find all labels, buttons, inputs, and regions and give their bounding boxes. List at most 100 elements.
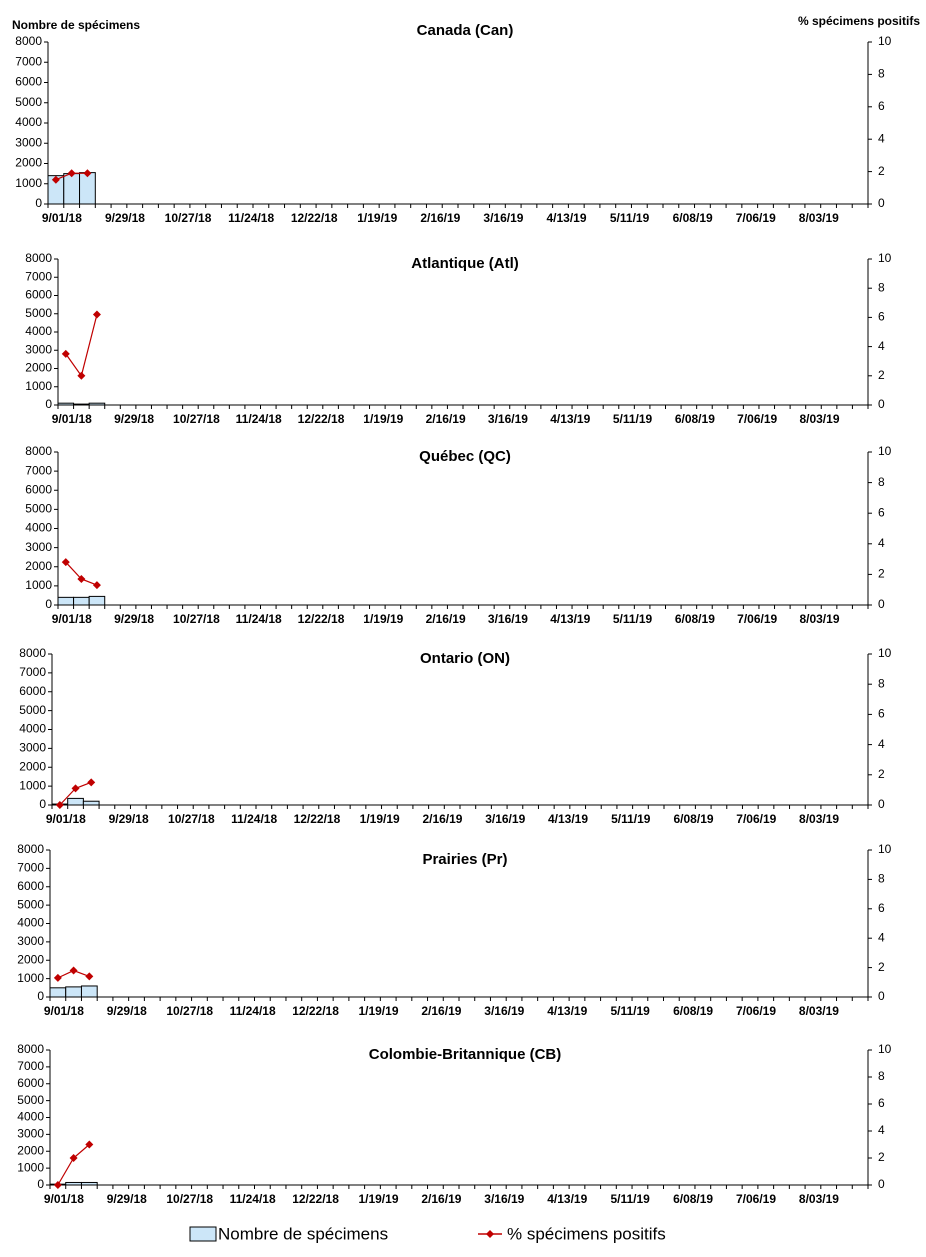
- x-tick-label: 7/06/19: [736, 1004, 776, 1018]
- chart-title: Prairies (Pr): [422, 851, 507, 868]
- marker: [53, 973, 62, 982]
- x-tick-label: 2/16/19: [422, 812, 462, 826]
- y-tick-label: 0: [35, 196, 42, 210]
- y2-tick-label: 10: [878, 34, 892, 48]
- y2-tick-label: 2: [878, 567, 885, 581]
- x-tick-label: 3/16/19: [488, 412, 528, 426]
- y-tick-label: 6000: [15, 75, 42, 89]
- y2-tick-label: 10: [878, 444, 892, 458]
- bar: [82, 800, 100, 806]
- marker: [53, 1181, 62, 1189]
- y-tick-label: 1000: [19, 778, 46, 792]
- x-tick-label: 5/11/19: [613, 612, 653, 626]
- y2-tick-label: 4: [878, 930, 885, 944]
- x-tick-label: 1/19/19: [363, 412, 403, 426]
- y-tick-label: 0: [45, 397, 52, 411]
- bar: [49, 987, 67, 998]
- x-tick-label: 5/11/19: [611, 812, 651, 826]
- y-tick-label: 0: [39, 797, 46, 811]
- marker: [71, 784, 80, 793]
- legend-label: Nombre de spécimens: [218, 1224, 388, 1243]
- chart-panel: Ontario (ON) 0 1000 2000 3000 4000 5000 6000 700…: [19, 646, 891, 826]
- y2-tick-label: 6: [878, 505, 885, 519]
- y-tick-label: 4000: [19, 722, 46, 736]
- y-tick-label: 3000: [25, 342, 52, 356]
- chart-title: Canada (Can): [417, 22, 514, 39]
- x-tick-label: 11/24/18: [228, 211, 274, 225]
- y2-tick-label: 0: [878, 196, 885, 210]
- y2-tick-label: 0: [878, 397, 885, 411]
- x-tick-label: 8/03/19: [799, 1192, 839, 1206]
- marker: [77, 371, 86, 380]
- y2-tick-label: 4: [878, 536, 885, 550]
- y-tick-label: 0: [37, 1177, 44, 1191]
- y-tick-label: 7000: [25, 463, 52, 477]
- y2-tick-label: 2: [878, 1150, 885, 1164]
- chart-panel: Prairies (Pr) 0 1000 2000 3000 4000 5000 6000 70…: [17, 842, 891, 1018]
- y-tick-label: 2000: [17, 1143, 44, 1157]
- x-tick-label: 11/24/18: [230, 1004, 276, 1018]
- bar: [73, 596, 90, 606]
- x-tick-label: 4/13/19: [548, 812, 588, 826]
- y-tick-label: 0: [37, 989, 44, 1003]
- y2-tick-label: 0: [878, 1177, 885, 1191]
- y2-tick-label: 8: [878, 1069, 885, 1083]
- y2-tick-label: 8: [878, 475, 885, 489]
- x-tick-label: 3/16/19: [484, 1192, 524, 1206]
- x-tick-label: 8/03/19: [799, 412, 839, 426]
- y-tick-label: 6000: [17, 879, 44, 893]
- x-tick-label: 9/01/18: [44, 1192, 84, 1206]
- x-tick-label: 1/19/19: [358, 1004, 398, 1018]
- y2-tick-label: 2: [878, 960, 885, 974]
- y-tick-label: 3000: [17, 1127, 44, 1141]
- y-tick-label: 5000: [15, 95, 42, 109]
- y-tick-label: 5000: [17, 1093, 44, 1107]
- bar: [67, 797, 84, 806]
- y-tick-label: 8000: [25, 251, 52, 265]
- y-tick-label: 7000: [17, 1059, 44, 1073]
- marker: [69, 966, 78, 975]
- y-tick-label: 2000: [15, 156, 42, 170]
- x-tick-label: 8/03/19: [799, 211, 839, 225]
- x-tick-label: 11/24/18: [236, 612, 282, 626]
- y2-tick-label: 4: [878, 1123, 885, 1137]
- y-tick-label: 5000: [25, 502, 52, 516]
- x-tick-label: 4/13/19: [550, 612, 590, 626]
- bar: [80, 985, 98, 998]
- x-tick-label: 11/24/18: [230, 1192, 276, 1206]
- x-tick-label: 3/16/19: [484, 1004, 524, 1018]
- y2-axis-label: % spécimens positifs: [798, 14, 920, 28]
- x-tick-label: 4/13/19: [547, 1004, 587, 1018]
- y2-tick-label: 8: [878, 872, 885, 886]
- x-tick-label: 1/19/19: [363, 612, 403, 626]
- x-tick-label: 9/01/18: [42, 211, 82, 225]
- x-tick-label: 10/27/18: [173, 612, 220, 626]
- x-tick-label: 5/11/19: [610, 1004, 650, 1018]
- y-tick-label: 2000: [25, 559, 52, 573]
- x-tick-label: 5/11/19: [613, 412, 653, 426]
- y-tick-label: 7000: [17, 861, 44, 875]
- y-tick-label: 2000: [17, 952, 44, 966]
- x-tick-label: 12/22/18: [292, 1004, 339, 1018]
- marker: [85, 1140, 94, 1149]
- x-tick-label: 1/19/19: [360, 812, 400, 826]
- marker: [51, 175, 60, 184]
- marker: [61, 558, 70, 567]
- x-tick-label: 3/16/19: [485, 812, 525, 826]
- y-tick-label: 1000: [17, 971, 44, 985]
- y-tick-label: 5000: [17, 897, 44, 911]
- x-tick-label: 12/22/18: [291, 211, 338, 225]
- x-tick-label: 9/01/18: [46, 812, 86, 826]
- chart-panel: Canada (Can) 0 1000 2000 3000 4000 5000 6000 700…: [15, 22, 891, 225]
- marker: [61, 349, 70, 358]
- y-tick-label: 2000: [25, 361, 52, 375]
- marker: [55, 801, 64, 809]
- chart-title: Québec (QC): [419, 448, 511, 465]
- x-tick-label: 7/06/19: [736, 1192, 776, 1206]
- line: [57, 1144, 90, 1186]
- line: [65, 314, 98, 378]
- y2-tick-label: 10: [878, 842, 892, 856]
- x-tick-label: 4/13/19: [550, 412, 590, 426]
- x-tick-label: 9/29/18: [114, 612, 154, 626]
- chart-panel: Atlantique (Atl) 0 1000 2000 3000 4000 5000 600…: [25, 251, 891, 426]
